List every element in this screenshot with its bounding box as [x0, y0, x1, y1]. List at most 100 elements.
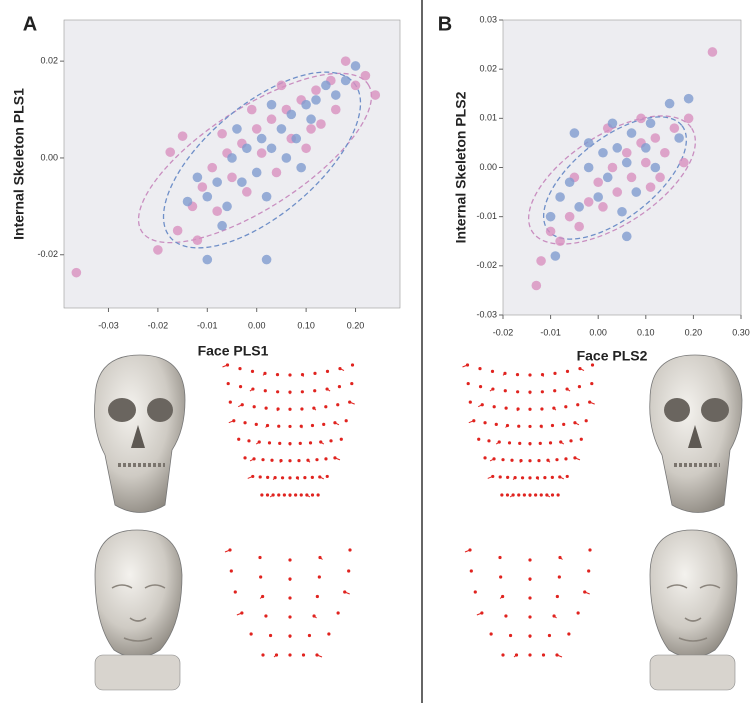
- landmark: [229, 569, 233, 573]
- landmark: [258, 555, 262, 560]
- landmark: [588, 548, 592, 552]
- landmark-vector: [553, 615, 557, 619]
- point: [612, 143, 623, 153]
- landmark: [243, 421, 247, 425]
- landmark: [537, 459, 541, 463]
- point: [311, 85, 321, 95]
- landmark: [261, 653, 265, 657]
- landmark: [254, 422, 258, 426]
- landmark: [553, 371, 557, 375]
- landmark: [315, 458, 319, 462]
- point: [564, 177, 575, 188]
- landmark: [238, 385, 243, 389]
- point: [182, 196, 193, 207]
- landmark: [347, 569, 351, 573]
- landmark: [540, 390, 544, 394]
- x-tick-label: 0.10: [637, 327, 655, 337]
- y-axis-label: Internal Skeleton PLS1: [11, 88, 27, 240]
- point: [607, 118, 618, 129]
- point: [574, 202, 584, 212]
- point: [192, 235, 203, 246]
- landmark-vector: [313, 407, 317, 411]
- y-tick-label: 0.01: [479, 113, 497, 123]
- landmark: [550, 423, 555, 428]
- landmark: [553, 389, 557, 393]
- landmark-vector: [222, 364, 228, 368]
- landmark: [277, 424, 281, 428]
- point: [296, 162, 306, 173]
- point: [545, 211, 556, 222]
- landmark: [565, 369, 570, 373]
- landmark-vector: [224, 549, 231, 553]
- landmark-vector: [349, 401, 355, 405]
- point: [531, 280, 542, 291]
- landmark: [263, 389, 267, 393]
- x-tick-label: -0.01: [197, 320, 218, 330]
- point: [242, 143, 252, 154]
- point: [306, 114, 316, 125]
- landmark: [587, 569, 591, 573]
- point: [291, 133, 302, 144]
- landmark: [310, 475, 314, 479]
- x-tick-label: -0.02: [148, 320, 169, 330]
- landmark-vector: [334, 422, 340, 426]
- point: [650, 162, 661, 173]
- landmark-vector: [464, 549, 471, 553]
- landmark: [288, 459, 292, 463]
- landmark: [288, 558, 292, 562]
- x-axis-label: Face PLS1: [198, 343, 269, 359]
- landmark: [579, 437, 583, 441]
- landmark: [541, 653, 546, 657]
- point: [301, 143, 311, 154]
- landmark-vector: [339, 368, 345, 372]
- landmark: [228, 400, 232, 404]
- landmark: [564, 405, 568, 409]
- landmark: [270, 458, 274, 462]
- landmark: [504, 406, 508, 410]
- landmark: [510, 458, 514, 462]
- landmark-vector: [269, 494, 274, 498]
- landmark: [310, 423, 315, 428]
- landmark-vector: [489, 388, 494, 392]
- y-tick-label: 0.03: [479, 14, 497, 24]
- point: [555, 192, 565, 202]
- landmark-vector: [316, 654, 323, 658]
- landmark: [226, 381, 230, 386]
- point: [645, 118, 656, 129]
- landmark: [483, 456, 487, 460]
- landmark: [300, 390, 304, 394]
- landmark: [534, 493, 538, 497]
- landmark: [310, 493, 315, 497]
- landmark: [275, 373, 280, 377]
- point: [631, 187, 642, 197]
- landmark: [243, 456, 247, 460]
- landmark: [249, 632, 253, 636]
- point: [276, 80, 287, 91]
- landmark: [301, 653, 306, 657]
- landmark-vector: [553, 407, 557, 411]
- landmark-vector: [334, 457, 341, 461]
- point: [246, 104, 257, 115]
- landmark: [492, 405, 496, 409]
- landmark: [550, 475, 554, 479]
- landmark: [268, 633, 273, 638]
- landmark: [528, 653, 532, 657]
- y-tick-label: 0.00: [479, 162, 497, 172]
- landmark: [324, 405, 328, 409]
- point: [683, 93, 694, 104]
- landmark-vector: [344, 591, 350, 595]
- landmark-vector: [249, 458, 255, 462]
- landmark-vector: [499, 596, 503, 599]
- point: [660, 147, 670, 158]
- point: [165, 147, 176, 157]
- point: [593, 177, 603, 188]
- landmark: [516, 407, 520, 411]
- landmark: [567, 632, 571, 636]
- point: [227, 172, 237, 183]
- landmark: [303, 476, 307, 480]
- landmark-vector: [297, 477, 299, 481]
- landmark: [294, 493, 298, 497]
- landmark: [288, 596, 292, 600]
- landmark: [522, 493, 526, 497]
- landmark: [336, 611, 340, 615]
